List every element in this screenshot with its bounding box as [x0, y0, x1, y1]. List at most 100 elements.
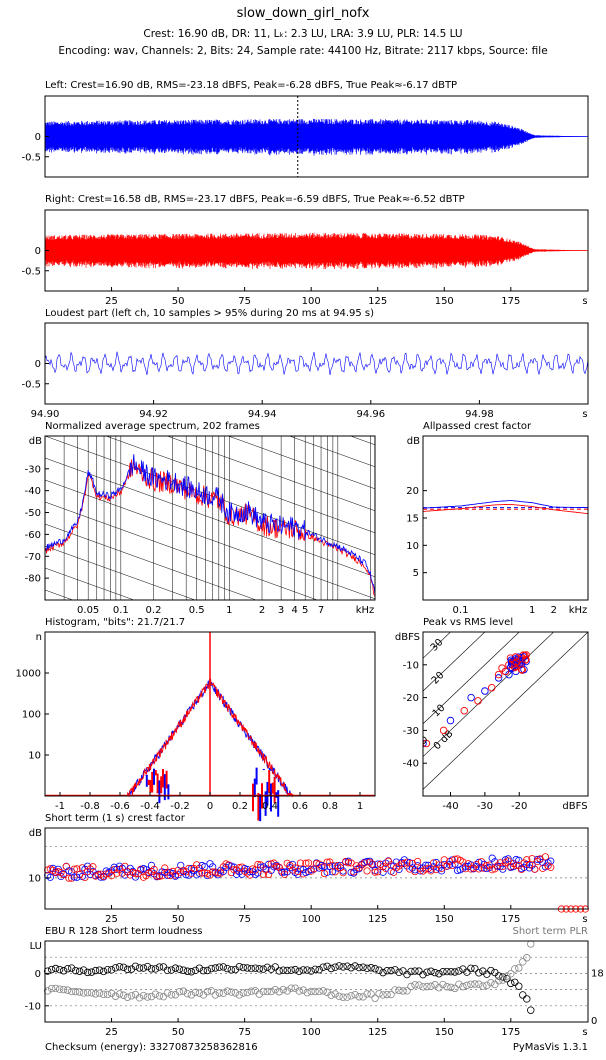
ebu-point-plr [335, 992, 343, 1000]
ebu-point-plr [203, 987, 212, 996]
crest-point-right [137, 865, 145, 873]
crest-point-left [438, 867, 446, 875]
histogram-bar [145, 774, 148, 787]
ebu-point-plr [247, 987, 255, 995]
ebu-point-plr [399, 987, 407, 995]
crest-point-left [83, 862, 92, 870]
peak-vs-rms-crest-line [423, 632, 588, 790]
ebu-point-loudness [187, 968, 196, 976]
crest-point-right [403, 858, 411, 866]
ebu-point-plr [179, 987, 188, 995]
crest-point-right [161, 864, 169, 872]
ebu-point-loudness [155, 963, 164, 971]
crest-point-left [283, 868, 291, 876]
peak-vs-rms-point-right [488, 684, 496, 692]
ebu-point-plr [211, 991, 220, 999]
histogram-bar [252, 783, 254, 812]
ebu-point-loudness [299, 966, 307, 974]
ebu-point-plr [411, 981, 419, 989]
ebu-point-plr [503, 972, 511, 980]
ebu-point-loudness [223, 964, 232, 973]
crest-point-right [304, 859, 313, 867]
crest-point-right [480, 864, 488, 872]
ebu-point-loudness [259, 965, 267, 973]
ebu-point-plr [87, 989, 96, 997]
allpassed-xtick-label: 0.1 [453, 605, 469, 616]
loudest-part-xtick-label: 94.94 [248, 409, 277, 420]
crest-point-left [339, 867, 347, 875]
peak-vs-rms-title: Peak vs RMS level [423, 617, 514, 628]
allpassed-right-line [422, 503, 589, 515]
ebu-point-loudness [279, 966, 287, 974]
histogram-bar [271, 782, 274, 794]
ebu-point-loudness [327, 964, 335, 973]
histogram-xtick-label: 0.4 [262, 801, 278, 812]
peak-vs-rms-point-right [498, 664, 506, 672]
ebu-point-plr [271, 985, 279, 994]
ebu-point-loudness [319, 963, 327, 971]
ebu-point-plr [71, 987, 80, 996]
ebu-point-loudness [427, 967, 435, 975]
ebu-point-plr [459, 982, 467, 991]
ebu-point-plr [467, 980, 475, 988]
crest-point-left [323, 868, 331, 876]
ebu-point-plr [527, 940, 535, 948]
short-term-crest-xtick-label: 100 [302, 914, 321, 925]
spectrum-series-left [45, 454, 375, 596]
crest-point-right [344, 859, 353, 867]
crest-point-left [280, 868, 289, 876]
ebu-point-loudness [135, 964, 144, 972]
spectrum-yunit: dB [29, 436, 42, 447]
ebu-point-loudness [139, 964, 148, 972]
spectrum-frame [44, 435, 376, 601]
left-waveform-ytick-label: 0 [35, 132, 41, 143]
ebu-point-plr [219, 989, 228, 997]
histogram-xtick-label: 0.8 [322, 801, 338, 812]
ebu-point-loudness [471, 964, 479, 973]
right-waveform-xtick-label: 75 [238, 296, 251, 307]
spectrum-slope-line [45, 282, 375, 401]
left-waveform-signal [44, 118, 587, 156]
crest-point-right [280, 870, 289, 878]
right-waveform-xtick-label: 50 [172, 296, 185, 307]
ebu-point-plr [415, 981, 423, 989]
ebu-point-plr [523, 954, 531, 962]
allpassed-xtick-label: 2 [551, 605, 557, 616]
peak-vs-rms-xunit: dBFS [562, 801, 587, 812]
ebu-point-plr [331, 990, 339, 998]
ebu-point-loudness [283, 966, 291, 975]
ebu-point-loudness [455, 967, 463, 975]
ebu-point-loudness [191, 966, 200, 975]
ebu-point-loudness [519, 991, 527, 999]
crest-point-right [70, 865, 78, 873]
loudest-part-xunit: s [582, 409, 587, 420]
crest-point-right [350, 868, 358, 876]
ebu-point-loudness [523, 995, 531, 1003]
crest-point-right [296, 859, 305, 867]
ebu-point-loudness [111, 964, 120, 972]
ebu-point-plr [307, 987, 315, 996]
ebu-point-loudness [391, 966, 399, 974]
ebu-point-loudness [367, 964, 375, 972]
ebu-yunit: LU [30, 941, 42, 952]
ebu-point-plr [183, 989, 192, 998]
spectrum-slope-line [166, 436, 375, 512]
ebu-point-loudness [71, 966, 80, 975]
crest-point-right [472, 861, 480, 869]
ebu-point-plr [99, 990, 108, 999]
ebu-point-plr [427, 982, 435, 990]
spectrum-grid [45, 282, 375, 600]
ebu-point-plr [251, 987, 259, 995]
ebu-point-loudness [511, 978, 519, 986]
ebu-point-loudness [515, 982, 523, 990]
ebu-point-plr [367, 990, 375, 998]
spectrum-series-right [45, 459, 375, 597]
allpassed-ytick-label: 5 [413, 568, 419, 579]
crest-point-right [73, 865, 81, 873]
ebu-point-plr [259, 987, 267, 996]
crest-point-right [382, 864, 390, 872]
ebu-frame [44, 940, 589, 1023]
histogram-bar [273, 776, 276, 803]
ebu-point-plr [391, 986, 399, 994]
ebu-point-plr [471, 980, 479, 988]
